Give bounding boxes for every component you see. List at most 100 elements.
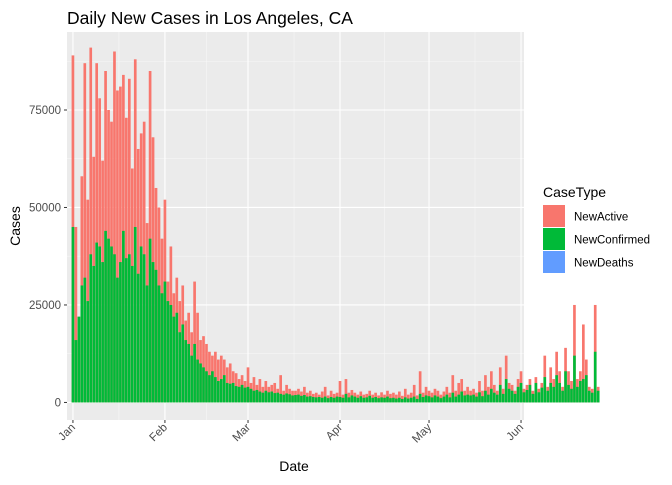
bar-newactive xyxy=(113,51,116,403)
bar-newconfirmed xyxy=(211,371,214,403)
legend: CaseType NewActive NewConfirmed NewDeaths xyxy=(543,184,650,273)
bar-newactive xyxy=(83,63,87,403)
bar-newconfirmed xyxy=(549,382,553,403)
bar-newconfirmed xyxy=(83,277,87,403)
bar-newconfirmed xyxy=(92,265,96,403)
bar-newconfirmed xyxy=(74,340,78,403)
bar-newconfirmed xyxy=(178,332,182,403)
bar-newconfirmed xyxy=(371,397,374,403)
bar-newconfirmed xyxy=(570,388,573,403)
bar-newconfirmed xyxy=(567,384,570,403)
y-tick-label: 25000 xyxy=(29,300,61,312)
bar-newconfirmed xyxy=(534,382,538,403)
bar-newactive xyxy=(484,375,487,403)
bar-newconfirmed xyxy=(175,312,179,403)
bar-newconfirmed xyxy=(433,395,437,403)
bar-newconfirmed xyxy=(249,388,253,403)
bar-newconfirmed xyxy=(89,254,93,403)
bar-newconfirmed xyxy=(288,394,291,403)
bar-newconfirmed xyxy=(214,377,217,403)
bar-newconfirmed xyxy=(228,383,232,403)
bar-newconfirmed xyxy=(463,395,466,403)
bar-newconfirmed xyxy=(107,238,110,403)
bar-newconfirmed xyxy=(297,394,300,403)
bar-newactive xyxy=(258,379,262,403)
bar-newconfirmed xyxy=(154,269,158,403)
bar-newconfirmed xyxy=(303,395,306,403)
bar-newconfirmed xyxy=(243,387,247,403)
bar-newconfirmed xyxy=(294,395,297,403)
bar-newconfirmed xyxy=(558,382,561,403)
bar-newactive xyxy=(582,324,585,403)
bar-newconfirmed xyxy=(448,397,452,403)
bar-newconfirmed xyxy=(573,355,576,403)
bar-newconfirmed xyxy=(490,388,493,403)
bar-newconfirmed xyxy=(142,254,146,403)
bar-newconfirmed xyxy=(101,262,104,403)
bar-newactive xyxy=(116,90,119,403)
bar-newconfirmed xyxy=(519,382,523,403)
bar-newconfirmed xyxy=(193,343,196,403)
bar-newactive xyxy=(89,47,93,403)
bar-newconfirmed xyxy=(386,396,389,403)
bar-newconfirmed xyxy=(323,396,327,403)
bar-newconfirmed xyxy=(584,375,588,403)
bar-newconfirmed xyxy=(522,392,526,403)
bar-newactive xyxy=(329,390,333,403)
bar-newconfirmed xyxy=(501,393,505,403)
bar-newconfirmed xyxy=(528,384,532,403)
bar-newactive xyxy=(95,63,99,403)
y-axis: 0 25000 50000 75000 xyxy=(29,105,67,409)
bar-newconfirmed xyxy=(564,371,567,403)
bar-newconfirmed xyxy=(362,397,366,403)
bar-newconfirmed xyxy=(270,391,274,403)
bar-newconfirmed xyxy=(350,395,354,403)
bar-newactive xyxy=(403,388,407,403)
bar-newconfirmed xyxy=(469,395,472,403)
bar-newconfirmed xyxy=(392,397,395,403)
legend-label: NewActive xyxy=(574,212,628,224)
legend-label: NewDeaths xyxy=(574,258,634,270)
bar-newconfirmed xyxy=(510,390,514,403)
bar-newconfirmed xyxy=(439,398,443,403)
bar-newactive xyxy=(246,367,250,403)
bar-newconfirmed xyxy=(380,397,383,403)
bar-newconfirmed xyxy=(457,394,461,403)
bar-newconfirmed xyxy=(593,351,597,403)
bar-newconfirmed xyxy=(436,396,440,403)
bar-newconfirmed xyxy=(368,395,372,403)
bar-newconfirmed xyxy=(587,390,591,403)
bar-newconfirmed xyxy=(395,398,398,403)
bar-newconfirmed xyxy=(119,262,122,403)
bar-newconfirmed xyxy=(258,391,262,403)
bar-newconfirmed xyxy=(208,375,211,403)
bar-newconfirmed xyxy=(98,246,101,403)
bar-newconfirmed xyxy=(279,393,282,403)
bar-newconfirmed xyxy=(406,398,410,403)
bar-newconfirmed xyxy=(475,396,478,403)
x-axis-title: Date xyxy=(279,458,309,474)
bar-newactive xyxy=(406,394,410,403)
bar-newconfirmed xyxy=(398,397,401,403)
bar-newactive xyxy=(344,379,348,403)
bar-newconfirmed xyxy=(329,396,333,403)
bar-newconfirmed xyxy=(172,316,176,403)
major-gridlines xyxy=(67,32,524,420)
bar-newconfirmed xyxy=(181,324,185,403)
bar-newconfirmed xyxy=(196,359,199,403)
bar-newactive xyxy=(279,375,282,403)
bar-newconfirmed xyxy=(540,387,544,403)
bar-newconfirmed xyxy=(579,381,582,403)
bar-newconfirmed xyxy=(311,396,315,403)
bar-newactive xyxy=(303,386,306,403)
bar-newconfirmed xyxy=(273,393,277,403)
bar-newconfirmed xyxy=(148,238,152,403)
bar-newactive xyxy=(398,391,401,403)
bar-newactive xyxy=(323,386,327,403)
bar-newconfirmed xyxy=(125,258,128,403)
y-tick-label: 75000 xyxy=(29,105,61,117)
bar-newactive xyxy=(338,381,342,403)
bar-newconfirmed xyxy=(383,397,386,403)
